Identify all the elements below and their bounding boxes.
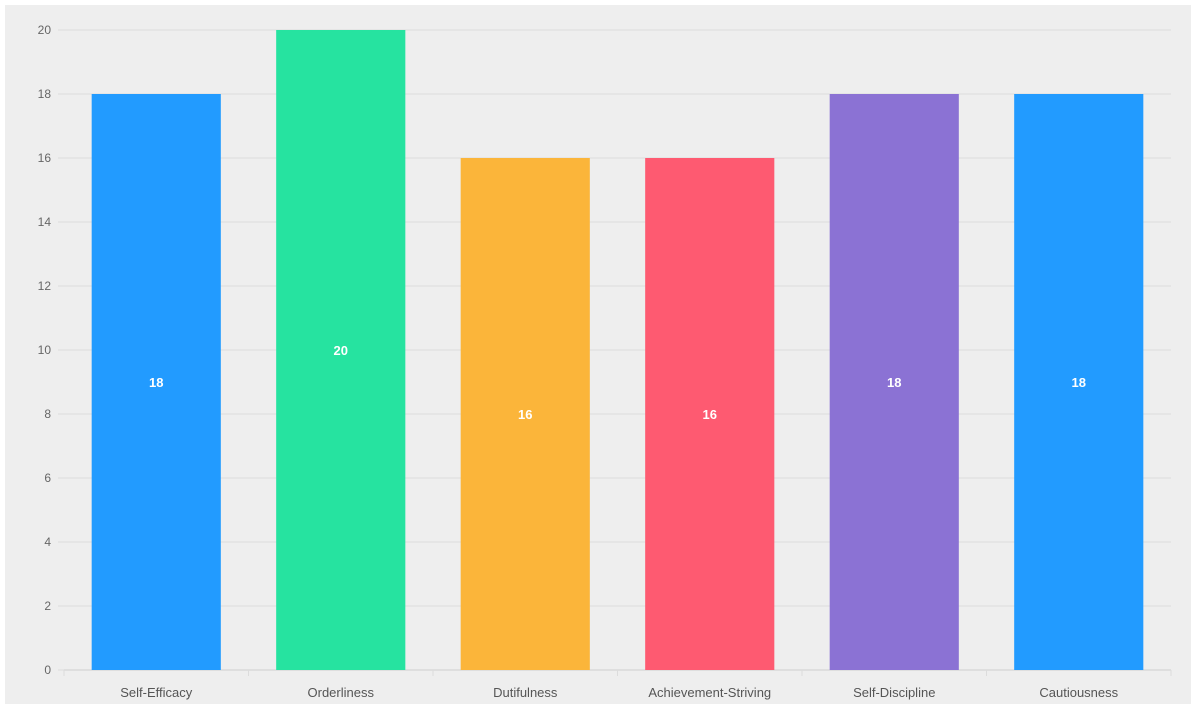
y-tick-label: 16: [38, 151, 52, 165]
chart-container: 0 2 4 6 8 10 12 14 16 18 20 18 20 16 16 18 18 Self-Effi…: [5, 5, 1191, 704]
y-tick-label: 12: [38, 279, 52, 293]
bar-achievement-striving[interactable]: [645, 158, 775, 670]
y-tick-label: 8: [44, 407, 51, 421]
y-tick-label: 20: [38, 23, 52, 37]
y-tick-label: 10: [38, 343, 52, 357]
grid-lines: [58, 29, 1171, 671]
bar-value-label: 16: [518, 407, 532, 422]
x-tick-label: Self-Discipline: [853, 685, 935, 700]
bar-dutifulness[interactable]: [460, 158, 590, 670]
y-tick-label: 0: [44, 663, 51, 677]
x-tick-label: Cautiousness: [1039, 685, 1118, 700]
bar-self-discipline[interactable]: [829, 94, 959, 670]
y-tick-label: 2: [44, 599, 51, 613]
bar-value-label: 18: [149, 375, 163, 390]
bar-value-label: 18: [1072, 375, 1086, 390]
bar-value-label: 18: [887, 375, 901, 390]
x-tick-label: Orderliness: [308, 685, 375, 700]
x-tick-label: Dutifulness: [493, 685, 558, 700]
y-tick-label: 18: [38, 87, 52, 101]
bar-value-label: 16: [703, 407, 717, 422]
y-tick-label: 6: [44, 471, 51, 485]
bar-cautiousness[interactable]: [1014, 94, 1144, 670]
bar-value-label: 20: [334, 343, 348, 358]
bar-self-efficacy[interactable]: [91, 94, 221, 670]
y-axis-ticks: 0 2 4 6 8 10 12 14 16 18 20: [38, 23, 52, 677]
y-tick-label: 14: [38, 215, 52, 229]
x-axis-ticks: Self-Efficacy Orderliness Dutifulness Achie…: [63, 670, 1172, 700]
bar-value-labels: 18 20 16 16 18 18: [149, 343, 1086, 422]
x-tick-label: Achievement-Striving: [648, 685, 771, 700]
y-tick-label: 4: [44, 535, 51, 549]
bar-orderliness[interactable]: [276, 30, 406, 670]
bar-chart: 0 2 4 6 8 10 12 14 16 18 20 18 20 16 16 18 18 Self-Effi…: [38, 23, 1172, 700]
x-tick-label: Self-Efficacy: [120, 685, 193, 700]
bars: [91, 30, 1144, 670]
